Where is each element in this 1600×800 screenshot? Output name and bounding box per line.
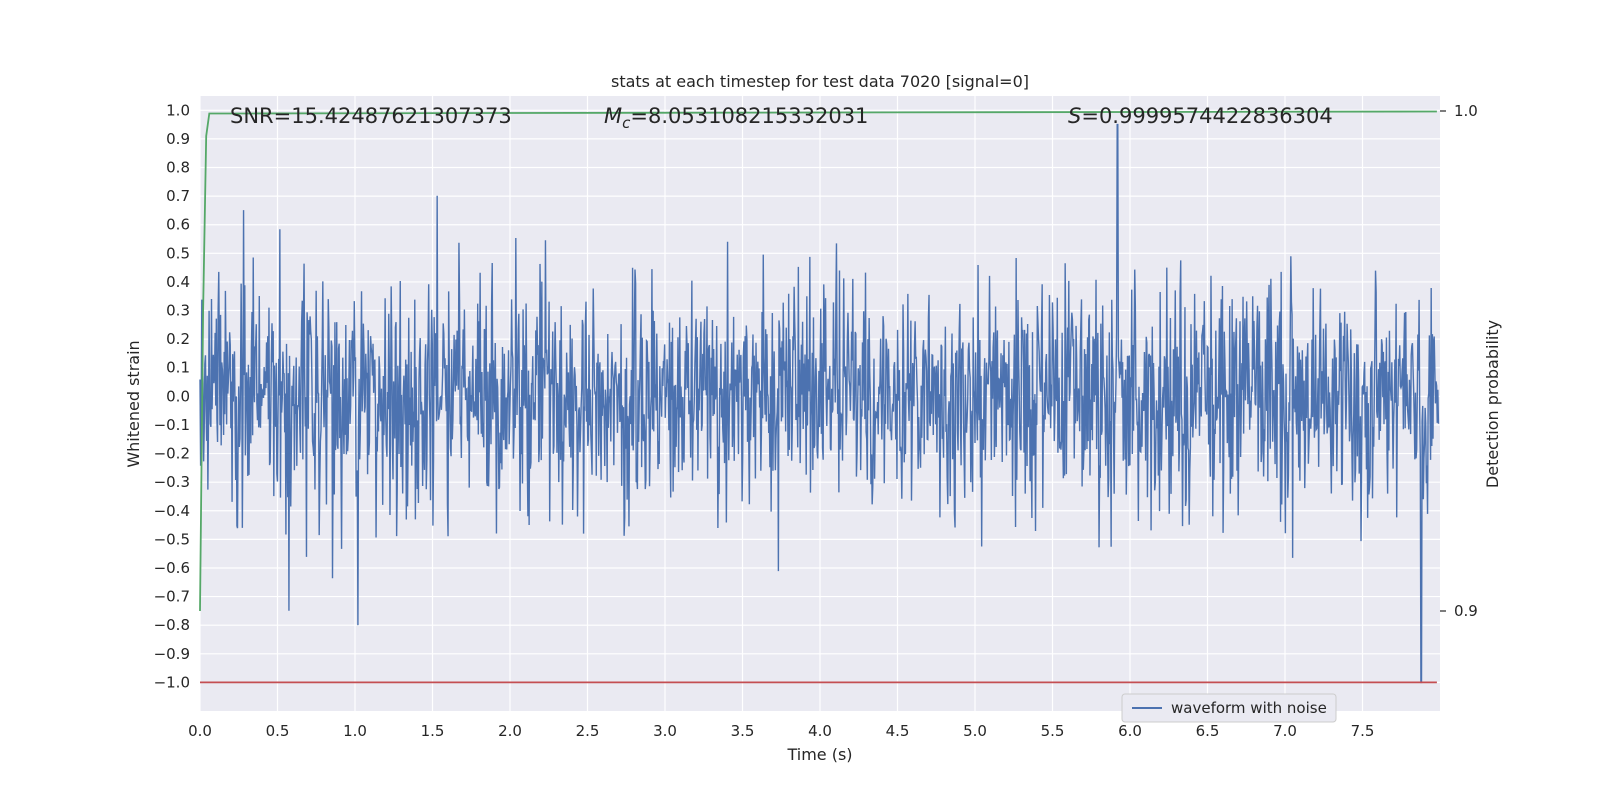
x-tick-label: 5.0 bbox=[963, 722, 987, 740]
x-tick-labels: 0.0 0.5 1.0 1.5 2.0 2.5 3.0 3.5 4.0 4.5 5.0 5.5 6.0 6… bbox=[188, 722, 1374, 740]
y-tick-label: 0.0 bbox=[166, 387, 190, 405]
x-tick-label: 6.5 bbox=[1196, 722, 1220, 740]
y-tick-label: 0.3 bbox=[166, 302, 190, 320]
y-tick-label: 0.7 bbox=[166, 187, 190, 205]
x-axis-label: Time (s) bbox=[786, 745, 852, 764]
series-probability bbox=[199, 110, 1437, 612]
s-symbol: S bbox=[1068, 104, 1081, 128]
y-tick-label: −0.3 bbox=[154, 473, 190, 491]
waveform-line bbox=[199, 123, 1440, 684]
y-tick-label: 0.2 bbox=[166, 330, 190, 348]
x-tick-label: 4.5 bbox=[886, 722, 910, 740]
x-tick-label: 0.0 bbox=[188, 722, 212, 740]
x-tick-label: 4.0 bbox=[808, 722, 832, 740]
y-axis-label: Whitened strain bbox=[124, 340, 143, 467]
mc-value: =8.053108215332031 bbox=[630, 104, 868, 128]
legend: waveform with noise bbox=[1121, 693, 1337, 723]
y-tick-label: 0.8 bbox=[166, 159, 190, 177]
x-tick-label: 7.0 bbox=[1273, 722, 1297, 740]
x-tick-label: 1.0 bbox=[343, 722, 367, 740]
chart-title: stats at each timestep for test data 702… bbox=[611, 72, 1029, 91]
y-tick-label: −0.6 bbox=[154, 559, 190, 577]
y2-tick-label: 1.0 bbox=[1454, 102, 1478, 120]
probability-line bbox=[199, 110, 1437, 612]
y-tick-label: 0.1 bbox=[166, 359, 190, 377]
y-tick-label: 0.4 bbox=[166, 273, 190, 291]
y-tick-label: −0.5 bbox=[154, 530, 190, 548]
y-tick-label: 0.9 bbox=[166, 130, 190, 148]
y-tick-label: 0.5 bbox=[166, 244, 190, 262]
y-tick-label: 1.0 bbox=[166, 101, 190, 119]
mc-subscript: c bbox=[622, 114, 631, 132]
snr-annotation: SNR=15.42487621307373 bbox=[230, 104, 512, 128]
x-tick-label: 7.5 bbox=[1351, 722, 1375, 740]
x-tick-label: 6.0 bbox=[1118, 722, 1142, 740]
y-tick-label: −1.0 bbox=[154, 673, 190, 691]
x-tick-label: 2.5 bbox=[576, 722, 600, 740]
legend-label-waveform: waveform with noise bbox=[1171, 699, 1327, 717]
x-tick-label: 3.5 bbox=[731, 722, 755, 740]
legend-box bbox=[1121, 693, 1337, 723]
x-tick-label: 2.0 bbox=[498, 722, 522, 740]
x-tick-label: 1.5 bbox=[421, 722, 445, 740]
series-waveform bbox=[199, 123, 1440, 684]
mc-annotation: Mc=8.053108215332031 bbox=[604, 104, 868, 132]
y-tick-labels: 1.0 0.9 0.8 0.7 0.6 0.5 0.4 0.3 0.2 0.1 0.0 −0.1 −0.… bbox=[154, 101, 190, 691]
y-tick-label: −0.1 bbox=[154, 416, 190, 434]
y-tick-label: 0.6 bbox=[166, 216, 190, 234]
y2-tick-label: 0.9 bbox=[1454, 602, 1478, 620]
y-tick-label: −0.9 bbox=[154, 645, 190, 663]
y-tick-label: −0.4 bbox=[154, 502, 190, 520]
y-tick-label: −0.2 bbox=[154, 445, 190, 463]
x-tick-label: 0.5 bbox=[266, 722, 290, 740]
y2-tick-labels: 1.0 0.9 bbox=[1440, 102, 1478, 620]
mc-symbol: M bbox=[604, 104, 622, 128]
s-annotation: S=0.9999574422836304 bbox=[1068, 104, 1333, 128]
x-tick-label: 5.5 bbox=[1041, 722, 1065, 740]
y-tick-label: −0.7 bbox=[154, 588, 190, 606]
y2-axis-label: Detection probability bbox=[1483, 320, 1502, 488]
y-tick-label: −0.8 bbox=[154, 616, 190, 634]
x-tick-label: 3.0 bbox=[653, 722, 677, 740]
s-value: =0.9999574422836304 bbox=[1081, 104, 1332, 128]
